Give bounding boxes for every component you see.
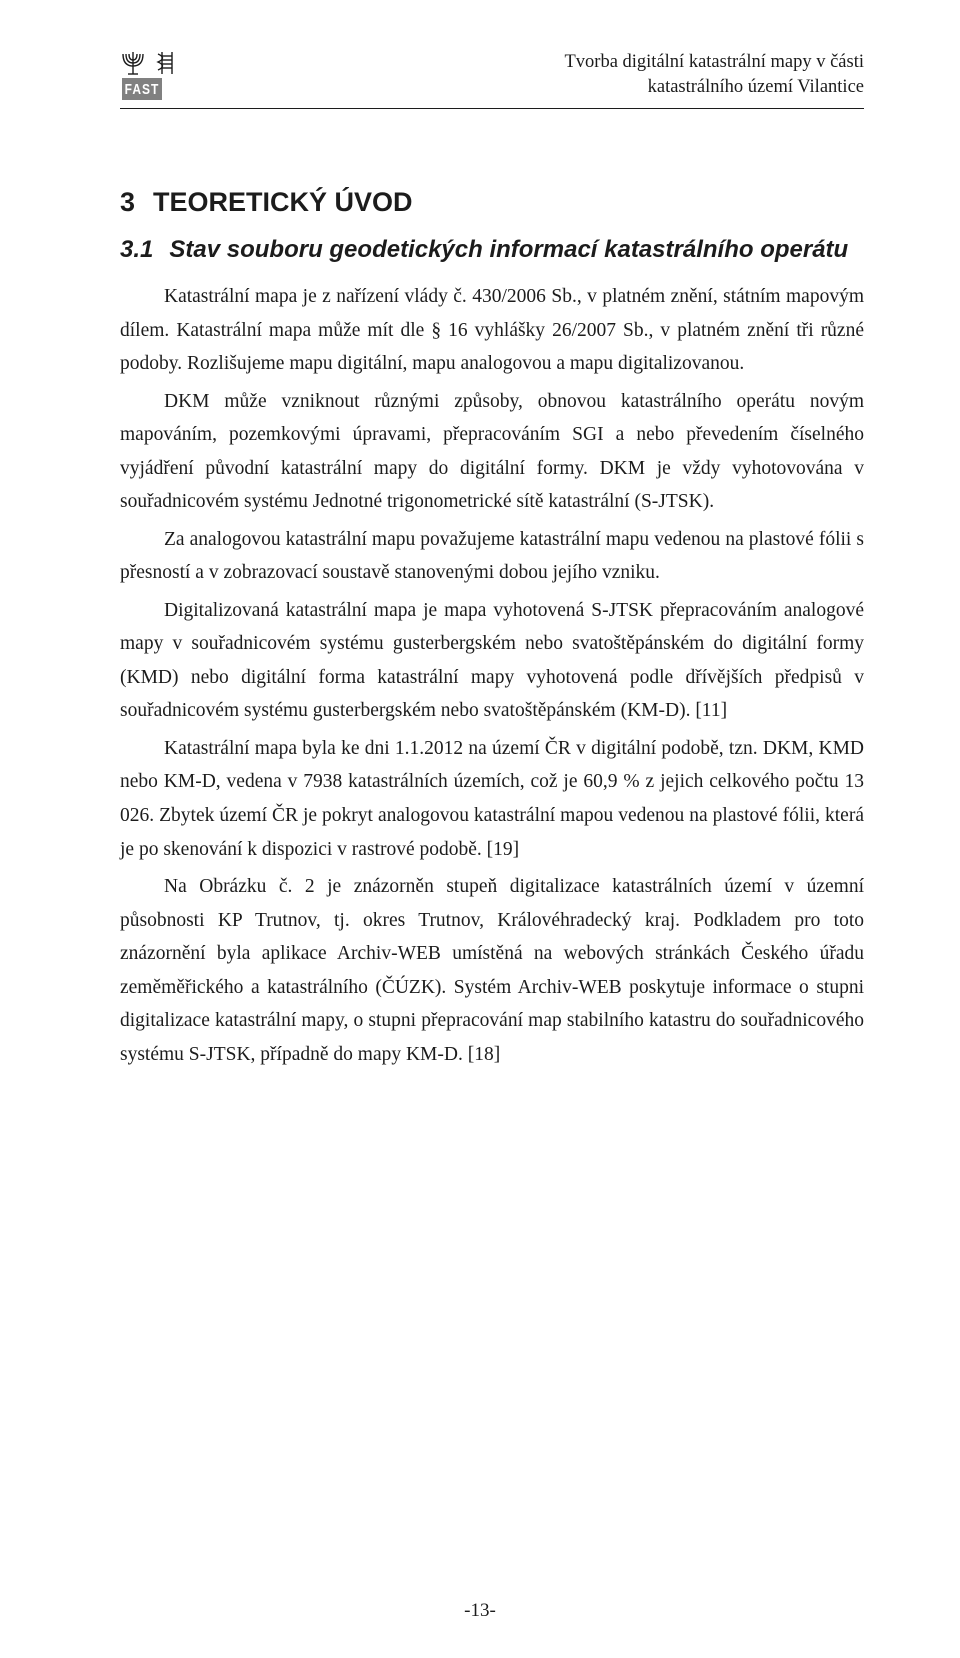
paragraph-3: Za analogovou katastrální mapu považujem… — [120, 523, 864, 590]
menorah-icon — [120, 50, 146, 76]
fast-plate: FAST — [122, 78, 162, 100]
header-logo: FAST — [120, 48, 178, 100]
paragraph-5: Katastrální mapa byla ke dni 1.1.2012 na… — [120, 732, 864, 866]
page-number: -13- — [0, 1600, 960, 1622]
chapter-title: TEORETICKÝ ÚVOD — [153, 187, 413, 218]
chapter-number: 3 — [120, 187, 135, 218]
page-root: FAST Tvorba digitální katastrální mapy v… — [0, 0, 960, 1658]
chapter-heading: 3 TEORETICKÝ ÚVOD — [120, 187, 864, 218]
fast-label: FAST — [125, 81, 160, 98]
page-header: FAST Tvorba digitální katastrální mapy v… — [120, 48, 864, 100]
logo-glyphs — [120, 48, 178, 76]
section-number: 3.1 — [120, 236, 153, 264]
section-heading: 3.1 Stav souboru geodetických informací … — [120, 236, 864, 264]
paragraph-1: Katastrální mapa je z nařízení vlády č. … — [120, 280, 864, 381]
header-title-line1: Tvorba digitální katastrální mapy v část… — [190, 50, 864, 75]
paragraph-2: DKM může vzniknout různými způsoby, obno… — [120, 385, 864, 519]
section-title: Stav souboru geodetických informací kata… — [169, 236, 848, 264]
paragraph-4: Digitalizovaná katastrální mapa je mapa … — [120, 594, 864, 728]
header-title-block: Tvorba digitální katastrální mapy v část… — [190, 48, 864, 100]
header-title-line2: katastrálního území Vilantice — [190, 75, 864, 100]
serpent-icon — [156, 50, 178, 76]
header-rule — [120, 108, 864, 109]
paragraph-6: Na Obrázku č. 2 je znázorněn stupeň digi… — [120, 870, 864, 1071]
